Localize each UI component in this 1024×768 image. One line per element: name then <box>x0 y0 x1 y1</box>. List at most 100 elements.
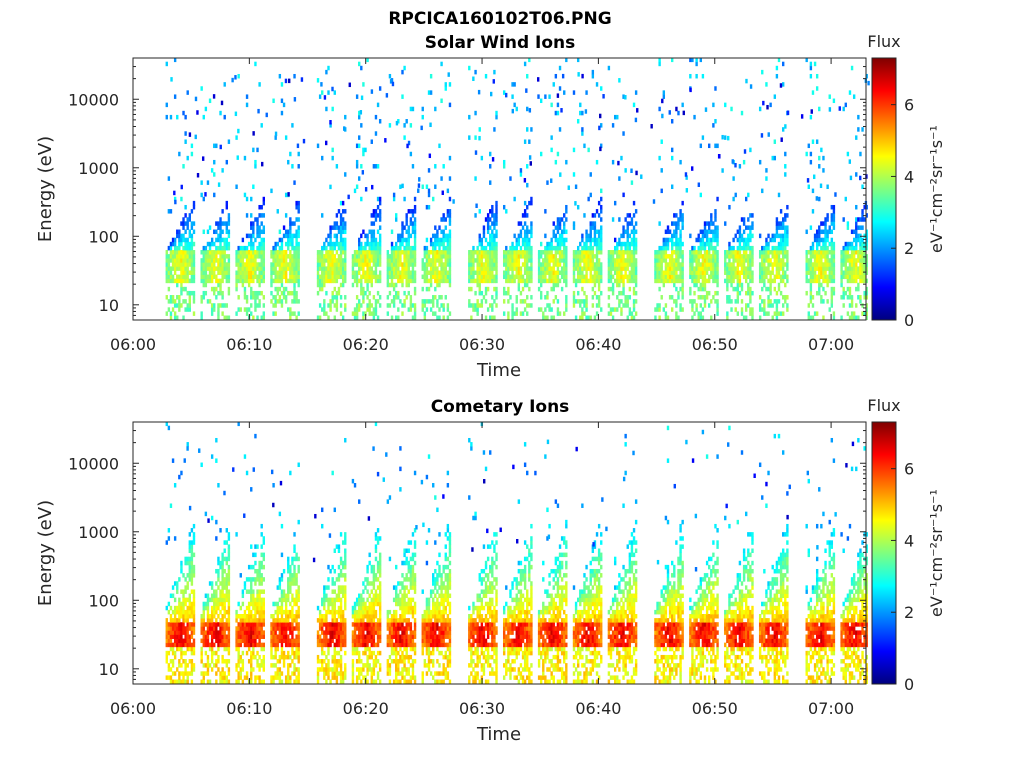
heatmap-cell <box>360 278 363 284</box>
heatmap-cell <box>630 221 634 226</box>
heatmap-cell <box>624 168 627 173</box>
heatmap-cell <box>165 642 168 648</box>
heatmap-cell <box>272 254 275 259</box>
heatmap-cell <box>848 278 852 284</box>
heatmap-cell <box>256 295 259 300</box>
heatmap-cell <box>782 295 785 300</box>
heatmap-cell <box>225 225 228 230</box>
heatmap-cell <box>622 229 625 235</box>
heatmap-cell <box>775 221 779 226</box>
heatmap-cell <box>333 241 336 247</box>
heatmap-cell <box>376 164 380 169</box>
heatmap-cell <box>826 282 829 288</box>
heatmap-cell <box>470 278 473 284</box>
heatmap-cell <box>509 266 512 271</box>
heatmap-cell <box>188 303 191 308</box>
heatmap-cell <box>215 536 218 541</box>
heatmap-cell <box>493 258 496 263</box>
heatmap-cell <box>257 108 260 114</box>
heatmap-cell <box>323 270 326 275</box>
heatmap-cell <box>626 233 629 239</box>
heatmap-cell <box>225 593 228 599</box>
heatmap-cell <box>679 278 682 284</box>
heatmap-cell <box>472 254 475 259</box>
heatmap-cell <box>708 278 711 284</box>
heatmap-cell <box>182 299 185 304</box>
heatmap-cell <box>413 270 417 275</box>
heatmap-cell <box>523 61 527 67</box>
heatmap-cell <box>339 262 343 267</box>
heatmap-cell <box>664 245 668 251</box>
heatmap-cell <box>223 245 226 251</box>
heatmap-cell <box>779 233 783 239</box>
heatmap-cell <box>192 626 196 631</box>
heatmap-cell <box>405 295 408 300</box>
heatmap-cell <box>701 307 705 312</box>
heatmap-cell <box>751 262 754 267</box>
heatmap-cell <box>630 274 634 280</box>
heatmap-cell <box>321 258 324 263</box>
heatmap-cell <box>169 250 173 255</box>
heatmap-cell <box>618 299 621 304</box>
heatmap-cell <box>523 237 527 243</box>
heatmap-cell <box>274 254 277 259</box>
heatmap-cell <box>777 233 781 239</box>
heatmap-cell <box>217 182 221 187</box>
heatmap-cell <box>701 315 705 320</box>
heatmap-cell <box>282 262 286 267</box>
heatmap-cell <box>773 278 777 284</box>
heatmap-cell <box>372 229 376 235</box>
heatmap-cell <box>689 290 692 296</box>
heatmap-cell <box>184 667 187 672</box>
heatmap-cell <box>600 233 603 239</box>
heatmap-cell <box>826 229 829 235</box>
heatmap-cell <box>272 258 275 263</box>
heatmap-cell <box>440 274 443 280</box>
heatmap-cell <box>542 250 545 255</box>
heatmap-cell <box>372 295 376 300</box>
heatmap-cell <box>507 258 510 263</box>
heatmap-cell <box>611 262 615 267</box>
heatmap-cell <box>399 245 402 251</box>
heatmap-cell <box>360 241 363 247</box>
heatmap-cell <box>622 282 625 288</box>
heatmap-cell <box>539 270 543 275</box>
heatmap-cell <box>339 233 343 239</box>
heatmap-cell <box>182 266 185 271</box>
heatmap-cell <box>585 241 588 247</box>
heatmap-cell <box>180 622 183 627</box>
heatmap-cell <box>511 266 514 271</box>
heatmap-cell <box>563 237 566 243</box>
heatmap-cell <box>609 262 613 267</box>
heatmap-cell <box>227 262 231 267</box>
heatmap-cell <box>225 237 228 243</box>
heatmap-cell <box>432 270 435 275</box>
heatmap-cell <box>671 307 674 312</box>
heatmap-cell <box>351 270 355 275</box>
heatmap-cell <box>403 237 406 243</box>
heatmap-cell <box>826 254 829 259</box>
heatmap-cell <box>254 250 257 255</box>
heatmap-cell <box>769 299 772 304</box>
heatmap-cell <box>374 307 378 312</box>
heatmap-cell <box>252 131 255 136</box>
heatmap-cell <box>618 250 621 255</box>
heatmap-cell <box>728 295 731 300</box>
heatmap-cell <box>425 237 429 243</box>
heatmap-cell <box>358 250 361 255</box>
heatmap-cell <box>434 254 437 259</box>
heatmap-cell <box>542 311 545 316</box>
heatmap-cell <box>830 217 834 222</box>
heatmap-cell <box>489 217 492 222</box>
heatmap-cell <box>523 200 527 206</box>
heatmap-cell <box>820 147 823 153</box>
heatmap-cell <box>523 307 527 312</box>
heatmap-cell <box>818 262 821 267</box>
heatmap-cell <box>429 274 433 280</box>
heatmap-cell <box>270 188 273 194</box>
heatmap-cell <box>786 241 789 247</box>
heatmap-cell <box>809 258 813 263</box>
heatmap-cell <box>850 258 854 263</box>
heatmap-cell <box>241 274 245 280</box>
heatmap-cell <box>448 176 452 181</box>
